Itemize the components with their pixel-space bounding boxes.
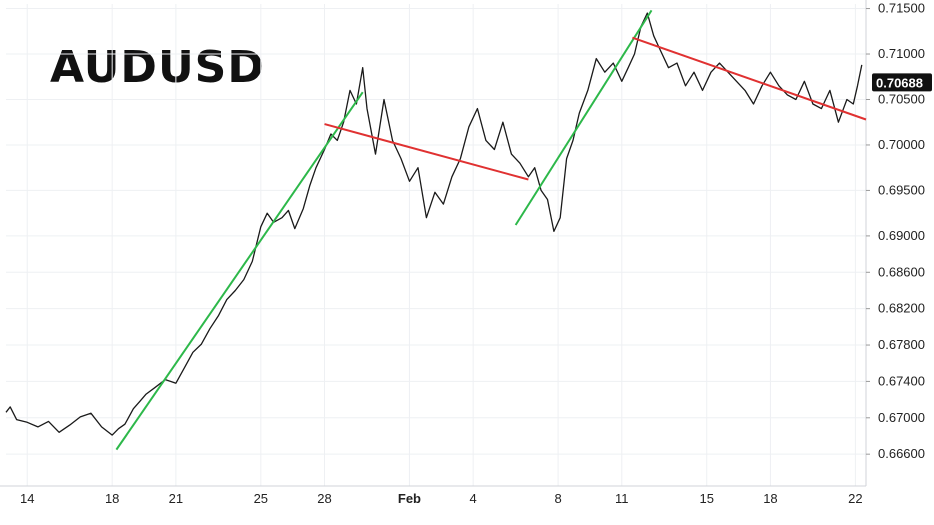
y-tick-label: 0.66600 (878, 446, 925, 461)
x-tick-label: 21 (169, 491, 183, 506)
y-tick-label: 0.67000 (878, 410, 925, 425)
x-tick-label: 18 (105, 491, 119, 506)
last-price-label: 0.70688 (876, 75, 923, 90)
axes (0, 0, 867, 487)
trendline-2 (324, 123, 529, 181)
y-tick-label: 0.67800 (878, 337, 925, 352)
grid-lines (6, 4, 866, 486)
chart-title: AUDUSD (50, 42, 265, 93)
x-tick-label: 28 (317, 491, 331, 506)
y-tick-label: 0.68600 (878, 264, 925, 279)
trendline-3 (514, 9, 653, 226)
y-tick-label: 0.69500 (878, 182, 925, 197)
x-tick-label: 22 (848, 491, 862, 506)
y-tick-label: 0.70500 (878, 91, 925, 106)
x-tick-label: Feb (398, 491, 421, 506)
x-axis-ticks: 14 18 21 25 28 Feb 4 8 11 15 18 22 (20, 491, 863, 506)
y-tick-label: 0.71500 (878, 1, 925, 16)
trendlines (115, 9, 867, 451)
y-tick-label: 0.69000 (878, 228, 925, 243)
y-tick-label: 0.68200 (878, 301, 925, 316)
x-tick-label: 15 (700, 491, 714, 506)
last-price-box (872, 73, 932, 92)
y-tick-label: 0.71000 (878, 46, 925, 61)
x-tick-label: 25 (254, 491, 268, 506)
x-tick-label: 4 (470, 491, 477, 506)
x-tick-label: 18 (763, 491, 777, 506)
x-tick-label: 14 (20, 491, 34, 506)
x-tick-label: 8 (554, 491, 561, 506)
trendline-4 (632, 36, 867, 121)
y-tick-label: 0.70000 (878, 137, 925, 152)
price-series (5, 12, 863, 436)
y-tick-label: 0.67400 (878, 373, 925, 388)
y-axis-ticks: 0.66600 0.67000 0.67400 0.67800 0.68200 0.686… (866, 1, 925, 461)
x-tick-label: 11 (615, 491, 629, 506)
trendline-1 (115, 91, 364, 451)
price-line (5, 12, 863, 436)
last-price-tag: 0.70688 (872, 73, 932, 92)
